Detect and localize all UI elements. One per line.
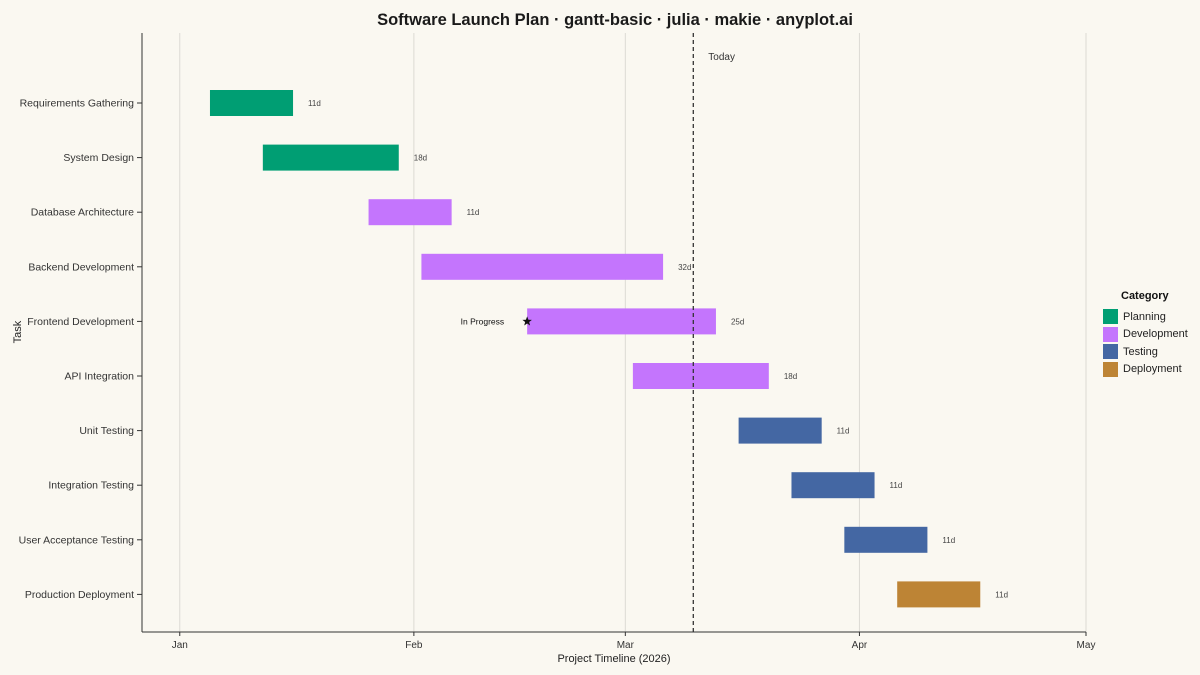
x-tick-label: Apr (852, 640, 868, 651)
legend-item: Development (1103, 326, 1188, 344)
legend-label: Planning (1123, 310, 1166, 323)
x-tick-label: May (1077, 640, 1096, 651)
duration-label: 25d (731, 317, 744, 326)
task-label: System Design (63, 152, 134, 164)
x-axis-title: Project Timeline (2026) (557, 653, 670, 665)
legend-item: Deployment (1103, 361, 1188, 379)
duration-label: 11d (995, 590, 1008, 599)
in-progress-label: In Progress (461, 316, 504, 326)
duration-label: 11d (890, 481, 903, 490)
chart-title: Software Launch Plan · gantt-basic · jul… (377, 11, 853, 29)
legend-swatch (1103, 309, 1118, 325)
legend-label: Development (1123, 328, 1188, 341)
duration-label: 18d (414, 154, 427, 163)
task-bar (209, 90, 294, 116)
legend-label: Deployment (1123, 363, 1182, 376)
task-label: Unit Testing (79, 425, 134, 437)
duration-label: 11d (942, 536, 955, 545)
task-label: Requirements Gathering (20, 98, 135, 110)
legend-swatch (1103, 326, 1118, 342)
today-label: Today (708, 52, 735, 63)
legend-item: Planning (1103, 308, 1188, 326)
task-bar (368, 199, 452, 226)
duration-label: 18d (784, 372, 797, 381)
x-tick-label: Jan (172, 640, 188, 651)
duration-label: 32d (678, 263, 691, 272)
legend: Category Planning Development Testing Deplo… (1103, 290, 1188, 378)
duration-label: 11d (837, 427, 850, 436)
legend-swatch (1103, 361, 1118, 377)
task-bar (527, 308, 716, 335)
x-tick-label: Mar (617, 640, 635, 651)
task-label: Frontend Development (27, 316, 134, 328)
duration-label: 11d (467, 208, 480, 217)
task-label: Backend Development (28, 261, 134, 273)
x-tick-label: Feb (405, 640, 423, 651)
axes-layer: Jan Feb Mar Apr May Requirements Gathering Sys… (19, 33, 1096, 651)
task-bar (632, 363, 769, 389)
task-label: Integration Testing (48, 480, 134, 492)
star-icon (522, 316, 532, 326)
legend-swatch (1103, 344, 1118, 360)
legend-title: Category (1121, 290, 1169, 302)
legend-item: Testing (1103, 343, 1188, 361)
task-bar (897, 581, 981, 608)
task-bar (844, 526, 928, 553)
y-axis-title: Task (12, 320, 24, 343)
legend-items: Planning Development Testing Deployment (1103, 308, 1188, 378)
legend-label: Testing (1123, 345, 1158, 358)
task-bar (421, 253, 664, 280)
task-label: Database Architecture (31, 207, 134, 219)
duration-label: 11d (308, 99, 321, 108)
bars-layer (209, 90, 981, 608)
task-bar (791, 472, 875, 499)
task-bar (738, 417, 822, 444)
task-label: API Integration (65, 371, 135, 383)
task-label: Production Deployment (25, 589, 134, 601)
labels-layer: 11d 18d 11d 32d 25d 18d 11d 11d 11d 11d Today In Pr… (308, 33, 1008, 632)
task-bar (262, 144, 399, 171)
task-label: User Acceptance Testing (19, 534, 135, 546)
